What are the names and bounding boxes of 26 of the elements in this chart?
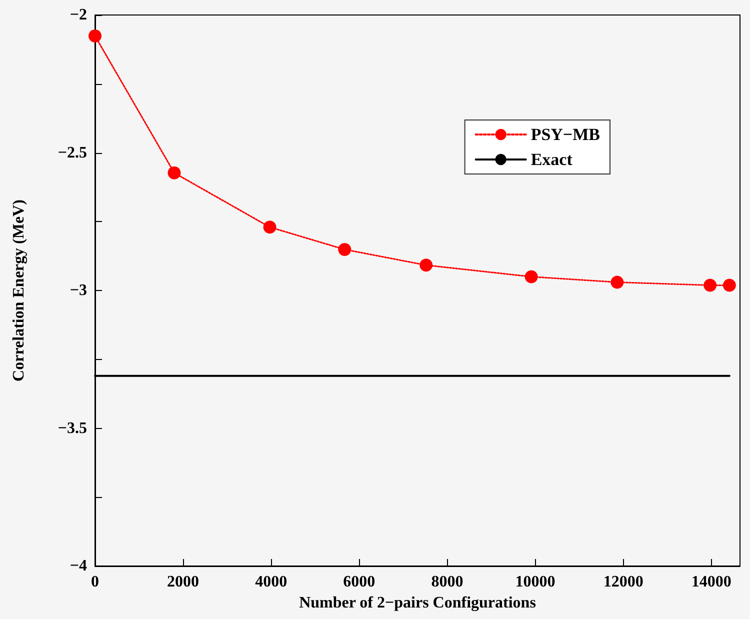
x-tick-label: 8000 [431,574,464,590]
point [263,220,276,234]
x-tick-label: 6000 [343,574,376,590]
y-tick-label: −3 [70,282,87,299]
point [704,278,717,292]
point [524,270,538,284]
x-tick-label: 12000 [603,574,644,590]
legend-label: PSY−MB [530,125,600,144]
x-tick-label: 4000 [255,574,288,590]
x-tick-label: 10000 [515,574,556,590]
y-axis-title: Correlation Energy (MeV) [10,200,28,382]
point [420,258,433,272]
legend-label: Exact [530,150,573,169]
point [338,242,352,256]
point [88,29,102,42]
x-tick-label: 14000 [691,574,732,590]
x-axis-title: Number of 2−pairs Configurations [299,594,536,612]
x-tick-label: 0 [91,574,99,590]
point [610,276,624,289]
y-tick-label: −2 [70,6,87,24]
y-tick-label: −3.5 [58,420,87,437]
point [168,166,181,180]
point [722,278,736,292]
y-tick-label: −2.5 [58,144,87,162]
y-tick-label: −4 [70,558,87,574]
x-tick-label: 2000 [167,574,200,590]
